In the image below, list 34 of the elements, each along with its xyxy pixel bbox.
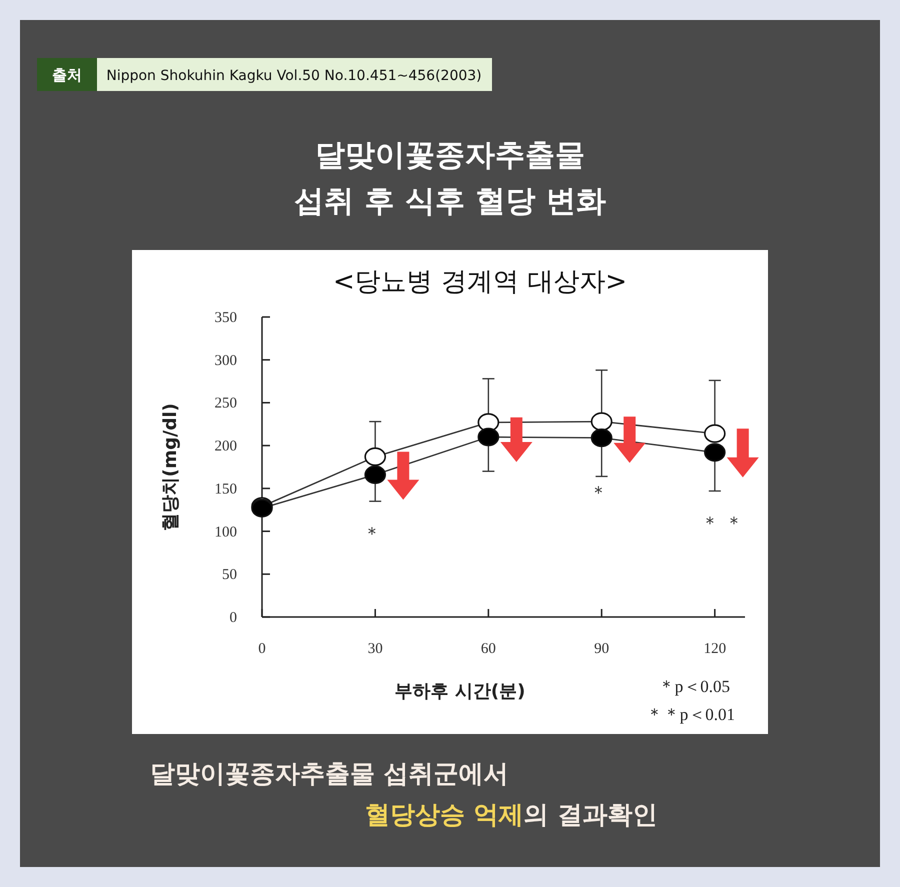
annotation: ＊ [363, 523, 388, 544]
point [704, 424, 726, 443]
text: Nippon Shokuhin Kagku Vol.50 No.10.451~456(2003) [106, 68, 482, 84]
x-tick-label: 30 [368, 641, 383, 657]
point [478, 428, 500, 446]
point [364, 465, 386, 484]
text: 달맞이꽃종자추출물 섭취군에서 [150, 759, 509, 788]
annotation: ＊＊ [700, 513, 749, 534]
text: ＊p＜0.05 [658, 677, 730, 696]
point [590, 428, 612, 448]
text: 혈당상승 억제 [365, 800, 524, 829]
chart-subtitle: <당뇨병 경계역 대상자> [332, 267, 628, 297]
y-tick-label: 200 [214, 438, 237, 455]
chart-title: 달맞이꽃종자추출물 섭취 후 식후 혈당 변화 [294, 138, 606, 219]
y-axis-title: 혈당치(mg/dl) [160, 403, 181, 531]
y-tick-label: 100 [214, 524, 237, 540]
y-tick-label: 150 [214, 481, 237, 498]
x-tick-label: 120 [704, 641, 726, 657]
point [364, 447, 386, 466]
text: 출처 [52, 66, 82, 84]
y-tick-label: 350 [214, 310, 237, 326]
y-tick-label: 50 [222, 567, 237, 584]
x-axis-title: 부하후 시간(분) [394, 681, 526, 702]
point [590, 412, 612, 431]
annotation: ＊ [590, 482, 614, 504]
text: 의 결과확인 [524, 800, 658, 829]
text: ＊＊p＜0.01 [646, 705, 735, 724]
point [704, 443, 726, 462]
y-tick-label: 250 [214, 396, 237, 412]
x-tick-label: 90 [594, 641, 610, 657]
x-tick-label: 60 [480, 641, 496, 657]
y-tick-label: 0 [230, 610, 237, 626]
y-tick-label: 300 [214, 352, 237, 369]
x-tick-label: 0 [258, 641, 266, 657]
